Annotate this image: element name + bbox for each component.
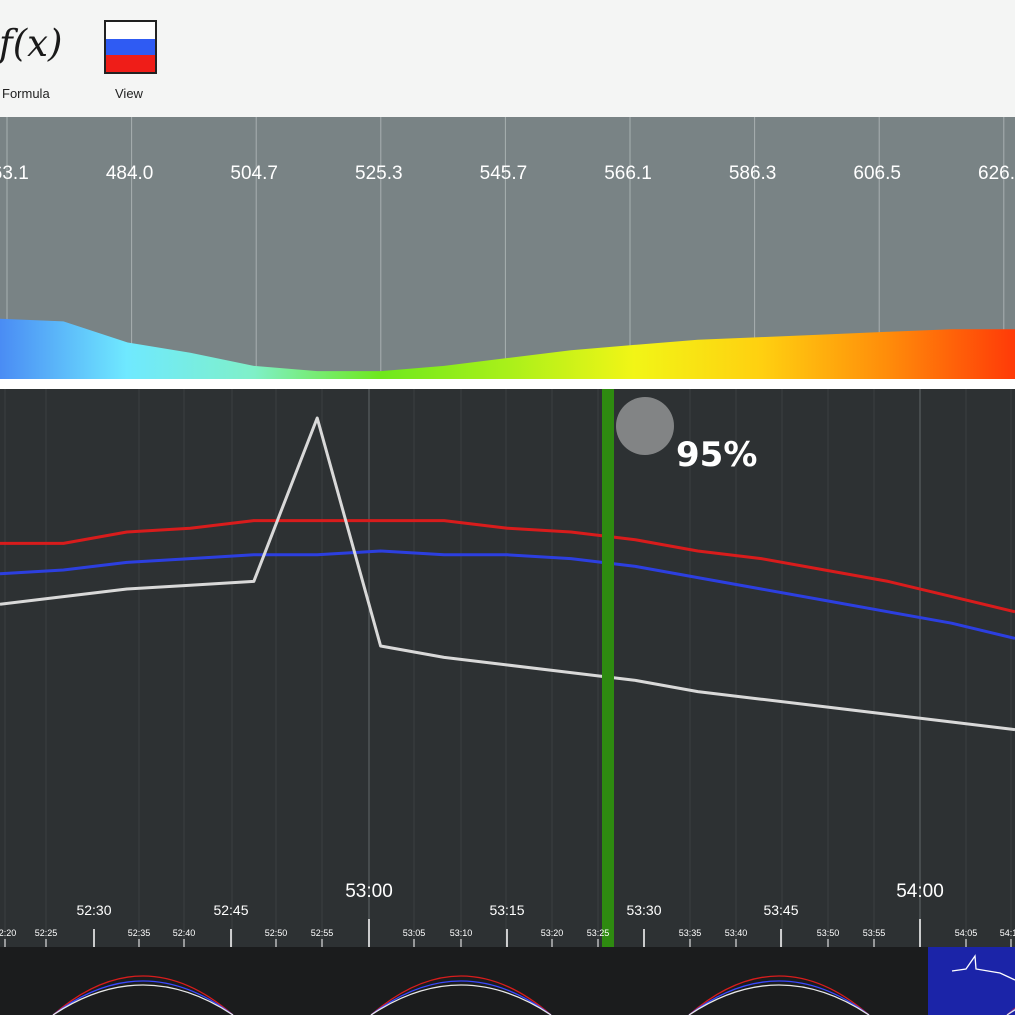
- time-graph: 53:00 54:00 52:30 52:45 53:15 53:30 53:45 52:20…: [0, 389, 1015, 947]
- time-minor-label: 52:40: [173, 928, 196, 938]
- overview-curve: [688, 984, 870, 1015]
- flag-stripe-red: [106, 55, 155, 72]
- view-flag-icon: [104, 20, 157, 74]
- formula-tool-button[interactable]: f(x) Formula: [0, 0, 70, 117]
- wavelength-label: 463.1: [0, 163, 29, 184]
- wavelength-label: 484.0: [106, 163, 154, 184]
- overview-viewport: [928, 947, 1015, 1015]
- time-minor-label: 52:20: [0, 928, 16, 938]
- overview-curve: [688, 980, 870, 1015]
- overview-graph: [52, 947, 1015, 1015]
- cursor-percent-label: 95%: [676, 435, 758, 475]
- view-tool-button[interactable]: View: [96, 0, 164, 117]
- toolbar: f(x) Formula View: [0, 0, 1015, 117]
- time-minor-label: 53:40: [725, 928, 748, 938]
- overview-curve: [688, 975, 870, 1015]
- time-minor-label: 53:55: [863, 928, 886, 938]
- time-minor-label: 53:05: [403, 928, 426, 938]
- time-minor-label: 54:05: [955, 928, 978, 938]
- view-label: View: [115, 86, 143, 101]
- overview-curve: [370, 980, 552, 1015]
- overview-curve: [52, 980, 234, 1015]
- flag-stripe-white: [106, 22, 155, 39]
- time-minor-label: 52:50: [265, 928, 288, 938]
- wavelength-label: 566.1: [604, 163, 652, 184]
- time-major-label: 53:00: [345, 881, 393, 902]
- wavelength-label: 626.6: [978, 163, 1015, 184]
- wavelength-label: 606.5: [853, 163, 901, 184]
- time-minor-label: 52:25: [35, 928, 58, 938]
- time-minor-label: 53:50: [817, 928, 840, 938]
- overview-curve: [370, 975, 552, 1015]
- flag-stripe-blue: [106, 38, 155, 56]
- overview-strip[interactable]: [0, 947, 1015, 1015]
- overview-curve: [370, 984, 552, 1015]
- series-line: [0, 416, 1015, 732]
- time-minor-label: 53:10: [450, 928, 473, 938]
- time-mid-label: 53:15: [489, 902, 524, 918]
- formula-icon: f(x): [0, 22, 63, 65]
- time-minor-label: 53:20: [541, 928, 564, 938]
- wavelength-label: 504.7: [230, 163, 278, 184]
- cursor-handle: [616, 397, 674, 455]
- time-mid-label: 53:45: [763, 902, 798, 918]
- wavelength-label: 545.7: [480, 163, 528, 184]
- series-line: [0, 519, 1015, 614]
- time-major-label: 54:00: [896, 881, 944, 902]
- spectrum-graph: 463.1 484.0 504.7 525.3 545.7 566.1 586.3 606.5…: [0, 117, 1015, 379]
- time-mid-label: 52:45: [213, 902, 248, 918]
- time-minor-label: 52:55: [311, 928, 334, 938]
- time-minor-label: 53:25: [587, 928, 610, 938]
- overview-curve: [52, 975, 234, 1015]
- series-line: [0, 549, 1015, 640]
- time-cursor: [602, 389, 614, 947]
- spectrum-panel[interactable]: 463.1 484.0 504.7 525.3 545.7 566.1 586.3 606.5…: [0, 117, 1015, 379]
- wavelength-label: 586.3: [729, 163, 777, 184]
- spectrum-curve: [0, 318, 1015, 379]
- time-mid-label: 52:30: [76, 902, 111, 918]
- formula-label: Formula: [2, 86, 50, 101]
- time-chart[interactable]: 53:00 54:00 52:30 52:45 53:15 53:30 53:45 52:20…: [0, 389, 1015, 947]
- time-minor-label: 52:35: [128, 928, 151, 938]
- time-mid-label: 53:30: [626, 902, 661, 918]
- overview-spike: [951, 954, 1015, 981]
- panel-divider[interactable]: [0, 379, 1015, 389]
- wavelength-label: 525.3: [355, 163, 403, 184]
- overview-curve: [52, 984, 234, 1015]
- time-minor-label: 53:35: [679, 928, 702, 938]
- time-minor-label: 54:10: [1000, 928, 1015, 938]
